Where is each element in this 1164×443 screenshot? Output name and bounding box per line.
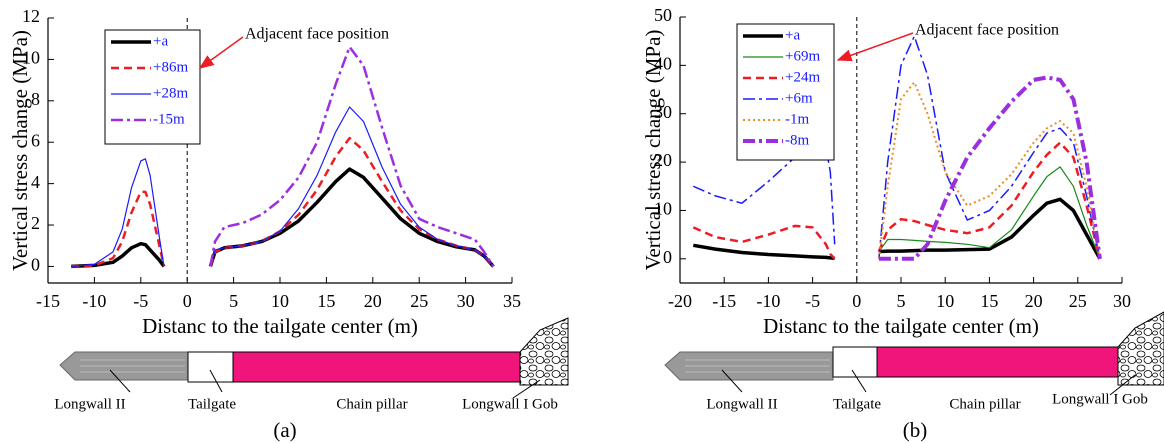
annotation-arrow [198,36,244,69]
legend-label: +6m [785,90,813,106]
line-series [877,141,1102,260]
line-series [209,45,495,268]
x-tick-label: 10 [936,291,954,311]
x-tick-label: 0 [852,291,861,311]
y-tick-label: 6 [31,130,40,150]
x-tick-label: -10 [756,291,780,311]
diagram-label: Longwall II [54,396,125,412]
legend-label: +24m [785,69,820,85]
x-tick-label: 10 [271,291,289,311]
line-series [71,190,166,268]
line-series [209,106,494,267]
y-tick-label: 0 [31,255,40,275]
diagram-label: Chain pillar [336,396,407,412]
legend-label: +28m [153,85,188,101]
panel-caption: (b) [903,418,928,442]
diagram-label: Longwall II [706,396,777,412]
x-tick-label: -15 [712,291,736,311]
y-tick-label: 40 [654,53,672,73]
diagram-label: Tailgate [833,396,881,412]
line-series [878,166,1101,260]
x-axis-title: Distanc to the tailgate center (m) [142,314,418,338]
line-series [71,241,166,269]
chart: -20 -15 -10 -5 0 5 10 15 20 25 30 0 10 20 30 40 50 Distan… [641,5,1131,338]
legend-box [104,29,201,145]
x-tick-label: 30 [457,291,475,311]
legend-label: +86m [153,59,188,75]
line-series [693,243,835,261]
x-tick-label: 20 [1025,291,1043,311]
diagram-label: Tailgate [188,396,236,412]
legend-label: +a [153,33,168,49]
diagram-label: Chain pillar [949,396,1020,412]
x-tick-label: 5 [897,291,906,311]
line-series [877,81,1101,259]
y-tick-label: 4 [31,172,40,192]
x-tick-label: 25 [410,291,428,311]
legend-label: +a [785,27,800,43]
legend-box [736,23,835,161]
legend-label: -1m [785,111,809,127]
annotation-arrow [836,32,914,62]
panel-caption: (a) [273,418,296,442]
y-tick-label: 0 [663,247,672,267]
line-series [878,75,1102,261]
x-tick-label: 25 [1069,291,1087,311]
x-tick-label: 15 [980,291,998,311]
x-axis-title: Distanc to the tailgate center (m) [763,314,1039,338]
line-series [71,158,165,267]
annotation: Adjacent face position [915,22,1059,39]
x-tick-label: -20 [668,291,692,311]
x-tick-label: 30 [1113,291,1131,311]
x-tick-label: -5 [805,291,820,311]
legend-label: +69m [785,48,820,64]
y-tick-label: 12 [22,6,40,26]
line-series [209,136,495,268]
x-tick-label: 0 [183,291,192,311]
y-tick-label: 30 [654,102,672,122]
x-tick-label: 35 [503,291,521,311]
line-series [878,35,1101,259]
y-tick-label: 10 [654,199,672,219]
y-axis-title: Vertical stress change (MPa) [8,30,32,271]
x-tick-label: -10 [82,291,106,311]
diagram-b [664,311,1164,396]
x-tick-label: 20 [364,291,382,311]
y-tick-label: 20 [654,150,672,170]
x-tick-label: 5 [229,291,238,311]
annotation: Adjacent face position [245,26,389,43]
y-tick-label: 2 [31,213,40,233]
y-tick-label: 10 [22,48,40,68]
diagram-label: Longwall I Gob [462,396,558,412]
chart: -15 -10 -5 0 5 10 15 20 25 30 35 0 2 4 6 8 10 12 Distanc t… [8,6,521,338]
diagram-label: Longwall I Gob [1052,391,1148,407]
y-tick-label: 8 [31,89,40,109]
diagram-a [59,317,569,399]
y-tick-label: 50 [654,5,672,25]
y-axis-title: Vertical stress change (MPa) [641,30,665,271]
x-tick-label: -15 [36,291,60,311]
x-tick-label: -5 [133,291,148,311]
line-series [692,224,836,260]
x-tick-label: 15 [317,291,335,311]
line-series [878,197,1102,260]
legend-label: -15m [153,111,185,127]
legend-label: -8m [785,132,809,148]
